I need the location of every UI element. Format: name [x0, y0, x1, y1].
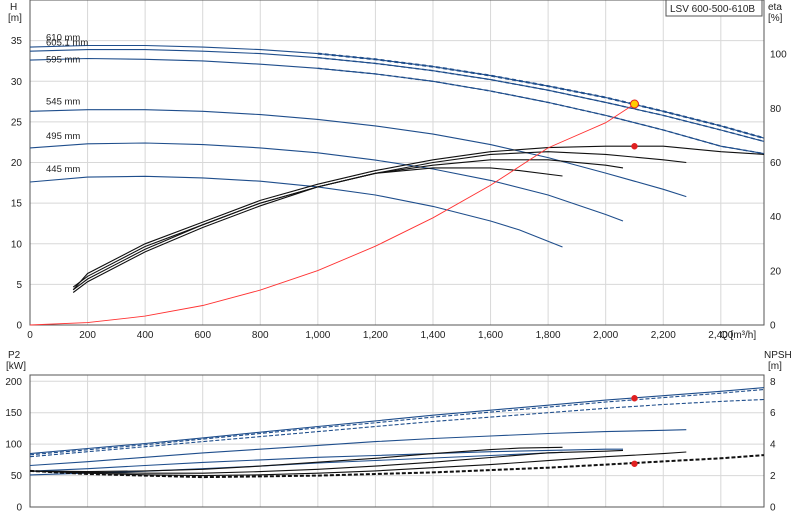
x-tick-label: 400 [137, 330, 154, 341]
head-tick-label: 30 [11, 77, 23, 88]
head-tick-label: 10 [11, 239, 23, 250]
x-tick-label: 0 [27, 330, 33, 341]
head-tick-label: 15 [11, 199, 23, 210]
head-tick-label: 35 [11, 36, 23, 47]
head-curve [30, 59, 764, 154]
power-tick-label: 50 [11, 471, 23, 482]
eta-tick-label: 100 [770, 50, 787, 61]
x-tick-label: 2,000 [593, 330, 618, 341]
head-curve-extension [318, 54, 764, 139]
power-chart-frame [30, 375, 764, 507]
eta-axis-label: eta [768, 2, 782, 13]
x-tick-label: 800 [252, 330, 269, 341]
eta-tick-label: 80 [770, 104, 782, 115]
power-axis-label: P2 [8, 350, 21, 361]
head-curve-label: 445 mm [46, 164, 80, 175]
x-tick-label: 1,200 [363, 330, 388, 341]
head-curve-label: 605.1 mm [46, 38, 88, 49]
x-tick-label: 2,200 [651, 330, 676, 341]
npsh-axis-unit: [m] [768, 361, 782, 372]
x-tick-label: 600 [194, 330, 211, 341]
npsh-tick-label: 4 [770, 440, 776, 451]
x-tick-label: 1,600 [478, 330, 503, 341]
head-tick-label: 25 [11, 117, 23, 128]
power-axis-unit: [kW] [6, 361, 26, 372]
pump-model-title: LSV 600-500-610B [670, 4, 755, 15]
power-curve [30, 400, 764, 457]
head-tick-label: 5 [16, 280, 22, 291]
eta-tick-label: 20 [770, 266, 782, 277]
head-curve-label: 595 mm [46, 55, 80, 66]
power-tick-label: 150 [5, 408, 22, 419]
system-curve [30, 104, 635, 325]
npsh-tick-label: 8 [770, 377, 776, 388]
power-chart-series [30, 388, 764, 478]
efficiency-curve [73, 152, 686, 287]
eta-tick-label: 60 [770, 158, 782, 169]
head-axis-label: H [10, 2, 17, 13]
npsh-point-marker [631, 461, 637, 467]
duty-point-marker [630, 100, 638, 108]
head-curve-label: 545 mm [46, 97, 80, 108]
head-tick-label: 20 [11, 158, 23, 169]
power-npsh-chart-grid [30, 375, 764, 507]
npsh-tick-label: 6 [770, 408, 776, 419]
head-chart-grid [30, 0, 764, 325]
flow-axis-label: Q [m³/h] [720, 330, 756, 341]
head-curve-label: 495 mm [46, 131, 80, 142]
power-tick-label: 100 [5, 440, 22, 451]
npsh-tick-label: 0 [770, 503, 776, 514]
x-tick-label: 1,000 [305, 330, 330, 341]
npsh-tick-label: 2 [770, 471, 776, 482]
npsh-axis-label: NPSH [764, 350, 792, 361]
efficiency-point-marker [631, 143, 637, 149]
head-curve [30, 176, 563, 247]
x-tick-label: 1,400 [420, 330, 445, 341]
x-tick-label: 200 [79, 330, 96, 341]
eta-tick-label: 40 [770, 212, 782, 223]
power-tick-label: 0 [16, 503, 22, 514]
head-chart-axes: 0 200 400 600 800 1,000 1,200 1,400 1,600 1,800 2,… [11, 36, 787, 341]
eta-tick-label: 0 [770, 321, 776, 332]
eta-axis-unit: [%] [768, 13, 783, 24]
head-curve-extension [318, 58, 764, 142]
power-curve [30, 390, 764, 455]
head-axis-unit: [m] [8, 13, 22, 24]
head-tick-label: 0 [16, 321, 22, 332]
power-point-marker [631, 395, 637, 401]
power-tick-label: 200 [5, 377, 22, 388]
x-tick-label: 1,800 [536, 330, 561, 341]
